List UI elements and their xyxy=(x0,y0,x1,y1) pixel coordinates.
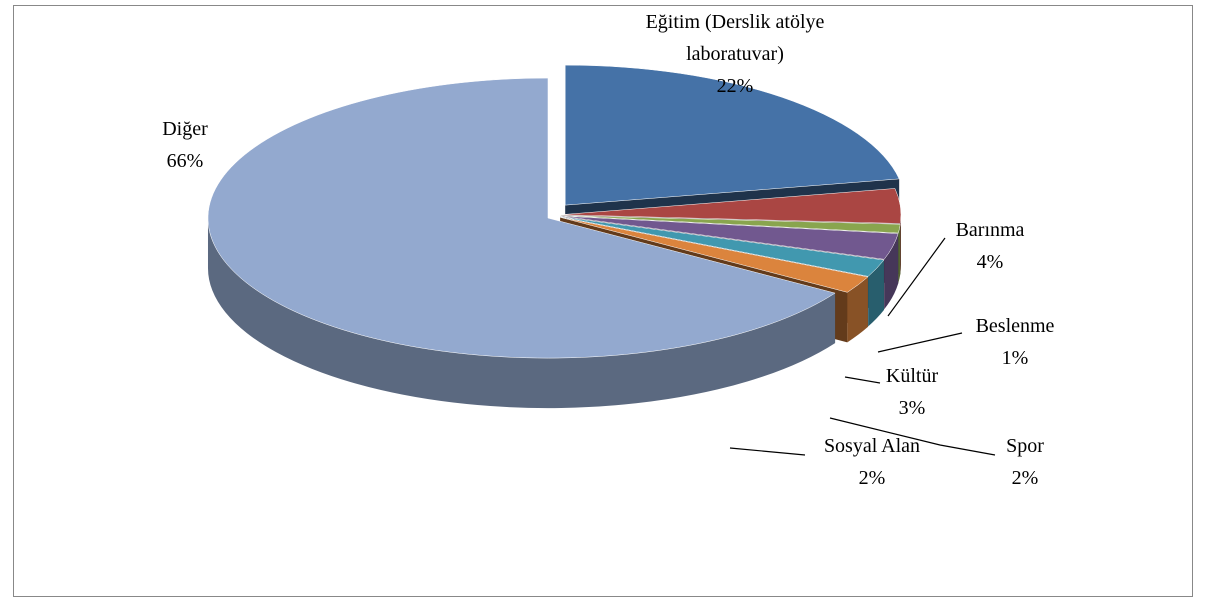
label-category: Beslenme xyxy=(975,315,1055,337)
slice-side xyxy=(884,233,899,310)
data-label: Diğer 66% xyxy=(135,113,235,177)
label-value: 2% xyxy=(1011,467,1039,489)
label-category: Spor xyxy=(1006,435,1044,457)
leader-line xyxy=(887,237,946,317)
data-label: Eğitim (Derslik atölye laboratuvar) 22% xyxy=(635,6,835,102)
label-value: 2% xyxy=(858,467,886,489)
slice xyxy=(560,215,901,234)
leader-line xyxy=(844,376,881,384)
label-value: 4% xyxy=(976,251,1004,273)
data-label: Sosyal Alan 2% xyxy=(792,430,952,494)
label-category: Kültür xyxy=(885,365,939,387)
data-label: Kültür 3% xyxy=(852,360,972,424)
slice-side xyxy=(900,214,901,274)
leader-line xyxy=(877,332,963,353)
label-category: Diğer xyxy=(162,118,208,140)
slice xyxy=(560,216,885,277)
data-label: Beslenme 1% xyxy=(945,310,1085,374)
slice-sides xyxy=(207,214,901,409)
label-category: Eğitim (Derslik atölye laboratuvar) xyxy=(645,11,825,65)
label-value: 3% xyxy=(898,397,926,419)
leader-line xyxy=(829,417,996,456)
slice xyxy=(560,215,899,260)
data-label: Spor 2% xyxy=(975,430,1075,494)
slice xyxy=(560,217,869,293)
label-value: 1% xyxy=(1001,347,1029,369)
label-value: 22% xyxy=(716,75,754,97)
slice xyxy=(564,64,900,206)
data-label: Barınma 4% xyxy=(920,214,1060,278)
slice-side xyxy=(868,260,884,327)
label-category: Barınma xyxy=(955,219,1025,241)
slice xyxy=(207,77,836,359)
slice-side xyxy=(847,276,868,343)
label-category: Sosyal Alan xyxy=(823,435,921,457)
label-value: 66% xyxy=(166,150,204,172)
slice-tops xyxy=(207,64,902,359)
slice-side xyxy=(207,218,836,409)
slice xyxy=(560,188,902,224)
slice-side xyxy=(898,224,901,283)
leader-line xyxy=(729,447,806,456)
